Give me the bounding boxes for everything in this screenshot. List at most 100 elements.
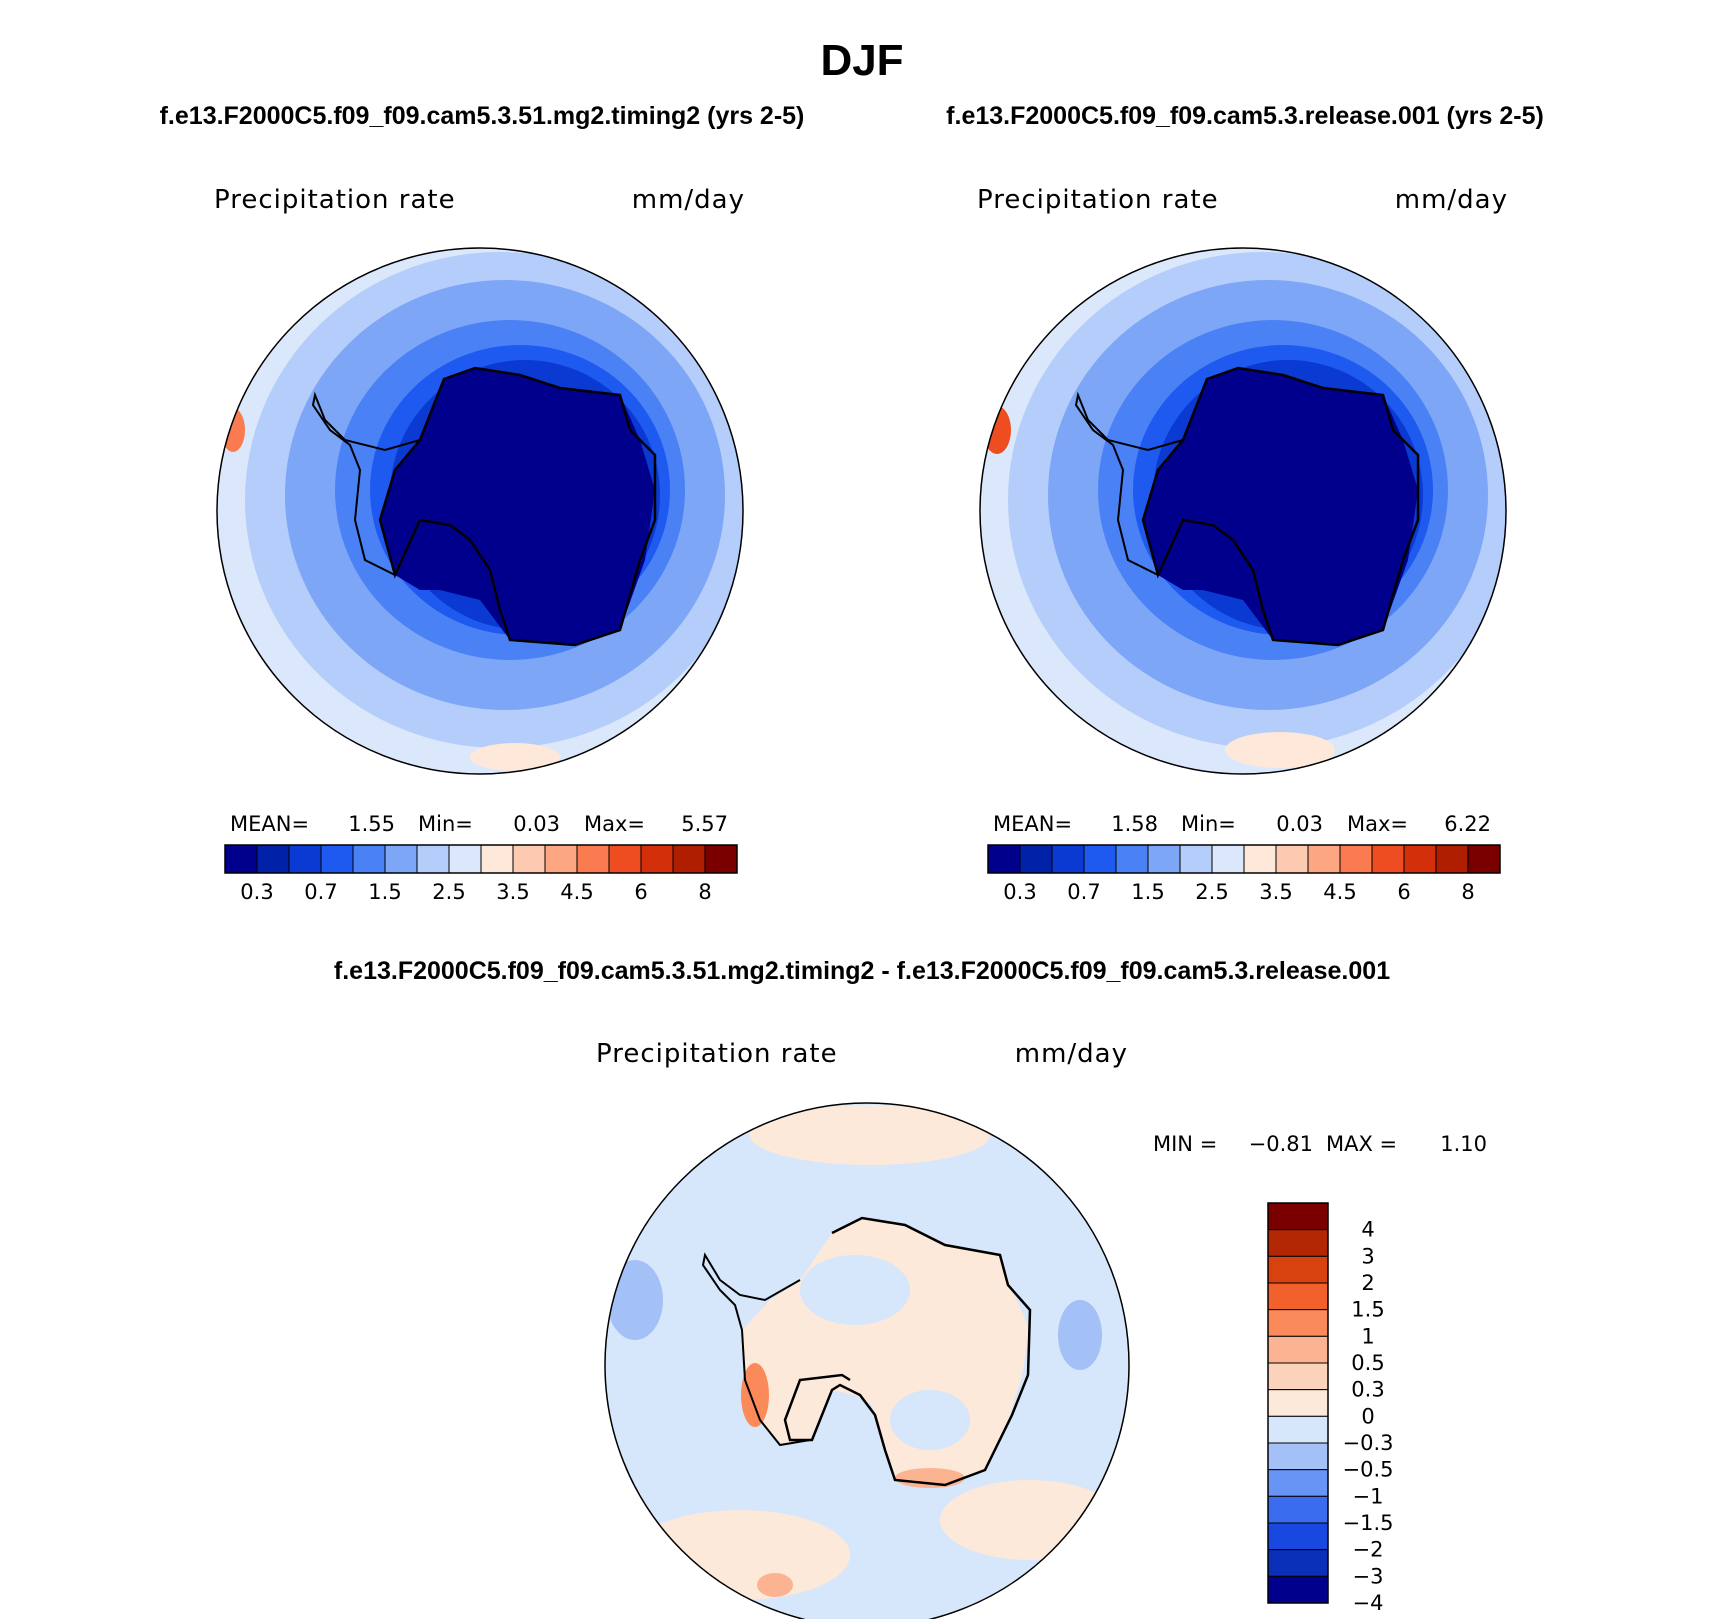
colorbar: 43 2 1.51 0.5 0.30 −0.3 −0.5−1 −1.5 −2−3 −4	[1267, 1202, 1394, 1615]
colorbar-swatch	[1371, 844, 1405, 874]
variable-label: Precipitation rate	[977, 185, 1219, 215]
variable-label: Precipitation rate	[214, 185, 456, 215]
colorbar-swatch	[1267, 1495, 1329, 1524]
max-value: 1.10	[1440, 1132, 1487, 1156]
colorbar-swatch	[480, 844, 514, 874]
colorbar-swatch	[448, 844, 482, 874]
coastal-max	[741, 1363, 769, 1427]
antarctic-coastline	[1141, 366, 1420, 647]
colorbar-frame	[224, 844, 738, 874]
colorbar-swatch	[576, 844, 610, 874]
mean-value: 1.55	[348, 812, 395, 836]
colorbar-swatch	[1267, 1415, 1329, 1444]
colorbar-swatch	[416, 844, 450, 874]
colorbar-swatch	[1307, 844, 1341, 874]
colorbar-tick-label: 3.5	[1259, 880, 1292, 904]
units-label: mm/day	[632, 185, 745, 215]
colorbar-tick-label: 0.7	[304, 880, 337, 904]
colorbar-tick-label: −4	[1353, 1591, 1384, 1615]
colorbar-swatch	[1051, 844, 1085, 874]
coastal-max	[895, 1468, 965, 1488]
colorbar-swatch	[1403, 844, 1437, 874]
positive-anomaly	[940, 1480, 1120, 1560]
colorbar-tick-label: −0.5	[1343, 1458, 1394, 1482]
mean-label: MEAN=	[230, 812, 309, 836]
colorbar-swatch	[256, 844, 290, 874]
colorbar-tick-label: 2.5	[432, 880, 465, 904]
colorbar-tick-label: 4.5	[1323, 880, 1356, 904]
peninsula-coastline	[701, 1252, 811, 1447]
max-value: 5.57	[681, 812, 728, 836]
colorbar-tick-label: 2.5	[1195, 880, 1228, 904]
colorbar-swatch	[1211, 844, 1245, 874]
colorbar-tick-label: 3	[1361, 1244, 1374, 1268]
colorbar-swatch	[1267, 1202, 1329, 1231]
colorbar-tick-label: 0.3	[1351, 1378, 1384, 1402]
colorbar-swatch	[640, 844, 674, 874]
colorbar-swatch	[1435, 844, 1469, 874]
positive-anomaly	[630, 1510, 850, 1600]
peninsula-coastline	[311, 391, 421, 576]
positive-anomaly	[750, 1105, 990, 1165]
colorbar-swatch	[608, 844, 642, 874]
colorbar-tick-label: 8	[1461, 880, 1474, 904]
south-atlantic-patch	[470, 743, 560, 771]
colorbar-tick-label: 0	[1361, 1404, 1374, 1428]
continent-field	[380, 368, 655, 645]
polar-map	[217, 248, 743, 774]
colorbar-swatch	[1267, 1282, 1329, 1311]
colorbar-swatch	[1267, 1442, 1329, 1471]
colorbar-tick-label: 0.3	[240, 880, 273, 904]
antarctic-coastline	[783, 1216, 1032, 1487]
colorbar-tick-label: 8	[698, 880, 711, 904]
panel-control: f.e13.F2000C5.f09_f09.cam5.3.51.mg2.timi…	[160, 102, 805, 904]
continent-field	[1143, 368, 1418, 645]
colorbar-swatch	[1467, 844, 1501, 874]
units-label: mm/day	[1015, 1039, 1128, 1069]
colorbar-tick-label: 0.7	[1067, 880, 1100, 904]
colorbar-swatch	[320, 844, 354, 874]
colorbar-swatch	[1267, 1335, 1329, 1364]
colorbar-tick-label: 6	[634, 880, 647, 904]
negative-anomaly	[1058, 1300, 1102, 1370]
max-value: 6.22	[1444, 812, 1491, 836]
continent-negative	[800, 1255, 910, 1325]
colorbar-tick-label: −1.5	[1343, 1511, 1394, 1535]
polar-map	[605, 1103, 1129, 1619]
panel-release: f.e13.F2000C5.f09_f09.cam5.3.release.001…	[946, 102, 1544, 904]
colorbar-swatch	[1339, 844, 1373, 874]
colorbar-swatch	[1275, 844, 1309, 874]
colorbar-tick-label: 4.5	[560, 880, 593, 904]
map-boundary	[604, 1102, 1130, 1619]
colorbar-swatch	[1267, 1255, 1329, 1284]
colorbar-swatch	[1267, 1309, 1329, 1337]
min-value: 0.03	[1276, 812, 1323, 836]
colorbar-swatch	[1115, 844, 1149, 874]
colorbar-swatch	[224, 844, 258, 874]
min-value: −0.81	[1249, 1132, 1313, 1156]
page-title: DJF	[820, 36, 903, 85]
positive-anomaly	[757, 1573, 793, 1597]
colorbar-swatch	[1267, 1549, 1329, 1577]
min-value: 0.03	[513, 812, 560, 836]
map-boundary	[979, 247, 1507, 775]
colorbar-tick-label: 4	[1361, 1218, 1374, 1242]
colorbar-swatch	[1267, 1362, 1329, 1391]
colorbar-tick-label: −2	[1353, 1538, 1384, 1562]
colorbar-swatch	[288, 844, 322, 874]
colorbar-tick-label: −1	[1353, 1484, 1384, 1508]
negative-anomaly	[607, 1260, 663, 1340]
min-label: Min=	[418, 812, 473, 836]
antarctic-coastline	[378, 366, 657, 647]
colorbar-tick-label: −0.3	[1343, 1431, 1394, 1455]
colorbar-swatch	[1267, 1229, 1329, 1257]
colorbar-swatch	[1267, 1469, 1329, 1497]
colorbar-tick-label: 1	[1361, 1324, 1374, 1348]
south-atlantic-patch	[1225, 732, 1335, 768]
colorbar-swatch	[1019, 844, 1053, 874]
mean-value: 1.58	[1111, 812, 1158, 836]
min-label: MIN =	[1153, 1132, 1217, 1156]
colorbar-swatch	[1267, 1389, 1329, 1417]
polar-map	[980, 248, 1506, 774]
panel-title: f.e13.F2000C5.f09_f09.cam5.3.release.001…	[946, 102, 1544, 130]
